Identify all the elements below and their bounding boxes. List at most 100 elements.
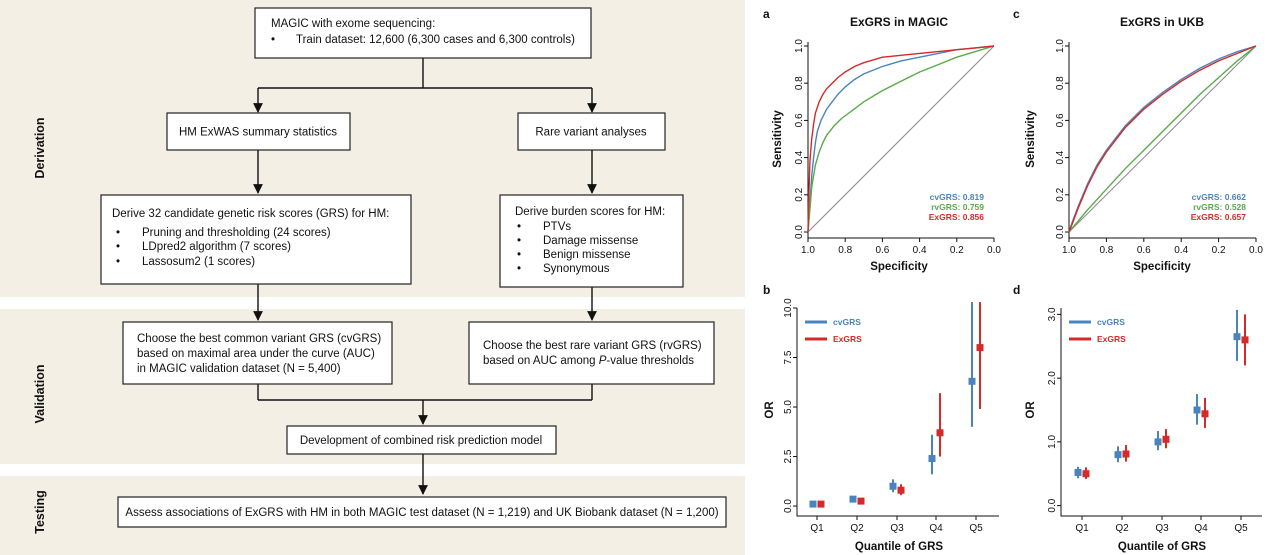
x-tick-label: Q4 <box>929 523 943 534</box>
y-tick-label: 1.0 <box>794 39 805 53</box>
x-tick-label: 0.4 <box>1174 245 1188 256</box>
box-cvgrs-line: based on maximal area under the curve (A… <box>137 348 375 360</box>
or-point <box>1074 468 1082 476</box>
or-point <box>1082 470 1090 478</box>
panel-letter: b <box>763 283 770 297</box>
panel-letter: d <box>1013 283 1020 297</box>
x-tick-label: Q5 <box>969 523 983 534</box>
flowchart-connectors <box>253 58 597 495</box>
x-tick-label: 0.2 <box>950 245 964 256</box>
legend-entry-cvgrs: cvGRS: 0.662 <box>1192 192 1247 202</box>
y-tick-label: 0.4 <box>794 150 805 164</box>
bullet-dot: • <box>517 263 521 275</box>
rvgrs-line2-pre: based on AUC among <box>483 355 599 367</box>
box-cvgrs <box>122 321 393 385</box>
or-panel-ukb: d Quantile of GRS OR 0.0 1.0 2.0 3.0 Q1 Q2 Q3 Q… <box>1013 283 1262 553</box>
y-tick-label: 0.4 <box>1055 150 1066 164</box>
bullet-dot: • <box>517 221 521 233</box>
x-tick-label: Q4 <box>1194 523 1208 534</box>
or-point <box>1154 438 1162 446</box>
x-axis-label: Specificity <box>870 261 928 273</box>
box-grs-item: Lassosum2 (1 scores) <box>142 256 255 268</box>
legend-entry-rvgrs: rvGRS: 0.759 <box>931 202 984 212</box>
box-magic-bullet: Train dataset: 12,600 (6,300 cases and 6… <box>296 34 575 46</box>
y-tick-label: 7.5 <box>783 350 794 364</box>
x-tick-label: 0.0 <box>987 245 1001 256</box>
rvgrs-line2-post: -value thresholds <box>606 355 694 367</box>
y-tick-label: 0.0 <box>794 225 805 239</box>
box-rvgrs-line1: Choose the best rare variant GRS (rvGRS) <box>483 340 702 352</box>
x-tick-label: 0.8 <box>838 245 852 256</box>
box-assess <box>117 496 727 528</box>
or-panel-magic: b Quantile of GRS OR 0.0 2.5 5.0 7.5 10.0 Q1 Q… <box>763 283 999 553</box>
box-burden-item: Synonymous <box>543 263 610 275</box>
y-tick-label: 5.0 <box>783 400 794 414</box>
or-point <box>968 377 976 385</box>
roc-curve-exgrs <box>1068 45 1257 233</box>
panel-letter: c <box>1013 7 1020 21</box>
diagonal-reference-line <box>1068 45 1257 233</box>
box-rvgrs <box>468 321 715 385</box>
x-tick-label: Q1 <box>810 523 824 534</box>
axis-frame <box>796 308 999 517</box>
x-tick-label: 0.8 <box>1099 245 1113 256</box>
box-burden-item: PTVs <box>543 221 571 233</box>
x-tick-label: Q3 <box>890 523 904 534</box>
y-tick-label: 1.0 <box>1047 434 1058 448</box>
or-point <box>897 486 905 494</box>
y-tick-label: 0.6 <box>1055 113 1066 127</box>
box-assess-label: Assess associations of ExGRS with HM in … <box>125 507 718 519</box>
roc-panel-ukb: c ExGRS in UKB Specificity Sensitivity 0… <box>1013 7 1263 273</box>
box-cvgrs-line: in MAGIC validation dataset (N = 5,400) <box>137 363 341 375</box>
or-point <box>1201 410 1209 418</box>
y-tick-label: 2.5 <box>783 449 794 463</box>
y-tick-label: 1.0 <box>1055 39 1066 53</box>
y-axis-label: Sensitivity <box>772 110 784 168</box>
roc-curve-rvgrs <box>1068 45 1257 233</box>
x-axis-label: Quantile of GRS <box>855 541 944 553</box>
x-tick-label: Q3 <box>1155 523 1169 534</box>
or-point <box>1193 406 1201 414</box>
x-tick-label: 1.0 <box>801 245 815 256</box>
y-axis-label: OR <box>764 401 776 419</box>
or-point <box>936 429 944 437</box>
y-tick-label: 3.0 <box>1047 307 1058 321</box>
roc-curve-rvgrs <box>807 45 995 233</box>
x-tick-label: 1.0 <box>1062 245 1076 256</box>
y-tick-label: 10.0 <box>783 298 794 318</box>
box-grs-item: Pruning and thresholding (24 scores) <box>142 227 331 239</box>
panel-title: ExGRS in MAGIC <box>850 15 948 29</box>
legend-entry-cvgrs: cvGRS <box>833 317 861 327</box>
y-tick-label: 0.0 <box>783 499 794 513</box>
roc-curve-exgrs <box>807 45 995 233</box>
or-point <box>1122 450 1130 458</box>
box-combined-model <box>286 425 557 455</box>
y-tick-label: 0.6 <box>794 113 805 127</box>
legend-entry-cvgrs: cvGRS: 0.819 <box>930 192 985 202</box>
box-grs-title: Derive 32 candidate genetic risk scores … <box>112 208 389 220</box>
box-rare-label: Rare variant analyses <box>535 127 646 139</box>
y-tick-label: 0.0 <box>1047 498 1058 512</box>
y-tick-label: 0.8 <box>1055 76 1066 90</box>
x-tick-label: 0.2 <box>1212 245 1226 256</box>
box-grs <box>100 194 412 285</box>
or-point <box>817 500 825 508</box>
x-tick-label: Q5 <box>1234 523 1248 534</box>
x-tick-label: Q1 <box>1075 523 1089 534</box>
box-burden-item: Damage missense <box>543 235 638 247</box>
bullet-dot: • <box>517 249 521 261</box>
or-point <box>809 500 817 508</box>
x-tick-label: Q2 <box>1115 523 1129 534</box>
phase-label-validation: Validation <box>33 364 47 423</box>
x-axis-label: Quantile of GRS <box>1118 541 1207 553</box>
box-burden-title: Derive burden scores for HM: <box>515 206 665 218</box>
x-tick-label: Q2 <box>850 523 864 534</box>
panel-letter: a <box>763 7 770 21</box>
or-point <box>1162 435 1170 443</box>
panel-title: ExGRS in UKB <box>1120 15 1204 29</box>
or-point <box>857 497 865 505</box>
bullet-dot: • <box>271 34 275 46</box>
box-exwas <box>166 112 351 151</box>
x-tick-label: 0.0 <box>1249 245 1263 256</box>
